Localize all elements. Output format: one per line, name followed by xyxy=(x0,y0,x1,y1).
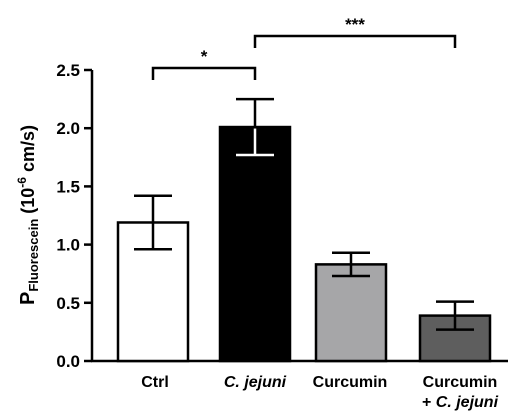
significance-brackets: **** xyxy=(151,15,457,80)
significance-label-1: * xyxy=(201,47,208,66)
x-category-label-1: Ctrl xyxy=(141,374,169,391)
y-axis-title: PFluorescein (10-6 cm/s) xyxy=(15,125,41,305)
x-axis-category-labels: Ctrl C. jejuni Curcumin Curcumin + C. jejuni xyxy=(141,374,498,411)
y-tick-label: 2.5 xyxy=(56,61,80,80)
y-axis-title-text: PFluorescein (10-6 cm/s) xyxy=(15,125,41,305)
y-title-subscript: Fluorescein xyxy=(26,219,41,292)
y-tick-label: 1.5 xyxy=(56,177,80,196)
x-category-label-3: Curcumin xyxy=(313,374,388,391)
bar-3 xyxy=(314,263,388,363)
y-title-unit: (10 xyxy=(18,188,38,219)
bars xyxy=(116,97,492,363)
y-tick-label: 0.5 xyxy=(56,294,80,313)
significance-bracket-2 xyxy=(253,34,457,48)
y-title-unit-end: cm/s) xyxy=(18,125,38,177)
x-category-label-4: Curcumin + C. jejuni xyxy=(422,374,499,411)
y-axis-ticks: 0.0 0.5 1.0 1.5 2.0 2.5 xyxy=(56,61,92,371)
significance-bracket-1 xyxy=(151,66,257,80)
significance-label-2: *** xyxy=(345,15,365,34)
x-category-label-2: C. jejuni xyxy=(224,374,287,391)
y-tick-label: 2.0 xyxy=(56,119,80,138)
y-title-main: P xyxy=(17,292,39,305)
bar-2 xyxy=(218,125,292,363)
y-tick-label: 1.0 xyxy=(56,236,80,255)
y-tick-label: 0.0 xyxy=(56,352,80,371)
y-title-superscript: -6 xyxy=(15,177,29,188)
